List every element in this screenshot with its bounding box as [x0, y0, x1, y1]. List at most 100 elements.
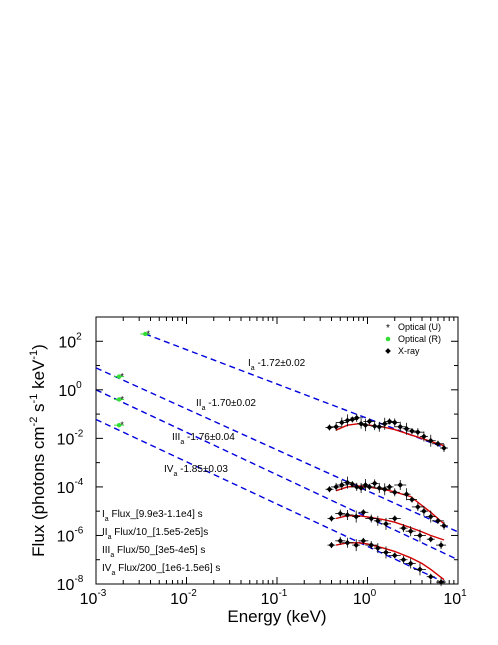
axes: 10-3 10-2 10-1 100 101 10-8 10-6 10-4 10-2 100 102… — [28, 316, 467, 626]
optical-u-point: * — [146, 329, 150, 339]
xray-point — [368, 542, 375, 548]
xray-point — [362, 482, 369, 488]
xray-point — [358, 420, 364, 427]
legend-label: Optical (R) — [398, 334, 441, 344]
series-iii: * — [95, 389, 459, 561]
legend-marker-diamond — [385, 348, 391, 354]
xray-point — [326, 486, 333, 493]
xray-point — [435, 518, 441, 524]
xray-point — [328, 515, 335, 522]
xray-point — [344, 417, 351, 424]
x-tick-label: 101 — [443, 588, 467, 608]
optical-u-point: * — [120, 420, 124, 430]
annotations: Ia -1.72±0.02 IIa -1.70±0.02 IIIa -1.76±0.… — [102, 358, 306, 577]
xray-point — [353, 513, 360, 520]
xray-point — [391, 552, 398, 559]
flux-annotation: Ia Flux_[9.9e3-1.1e4] s — [102, 509, 203, 523]
series-i: * — [140, 329, 448, 453]
xray-point — [386, 484, 393, 490]
xray-point — [360, 538, 367, 544]
optical-r-point — [116, 374, 122, 379]
xray-point — [376, 485, 383, 491]
xray-point — [391, 515, 398, 522]
xray-point — [337, 510, 344, 517]
xray-point — [403, 425, 410, 432]
xray-point — [435, 440, 441, 447]
legend-marker-star: * — [386, 323, 390, 334]
xray-point — [344, 539, 351, 546]
model-curve — [335, 422, 445, 447]
xray-point — [400, 525, 407, 531]
xray-point — [441, 522, 447, 529]
optical-r-point — [116, 422, 122, 428]
xray-point — [337, 538, 344, 544]
xray-point — [427, 536, 434, 543]
optical-r-point — [143, 331, 148, 337]
model-curve — [335, 515, 445, 541]
xray-point — [397, 482, 404, 488]
xray-point — [338, 482, 345, 488]
y-tick-label: 100 — [58, 380, 82, 400]
series-ii: * — [95, 367, 459, 533]
y-tick-label: 10-4 — [57, 477, 84, 497]
flux-annotation: IVa Flux/200_[1e6-1.5e6] s — [102, 563, 220, 577]
index-label-iii: IIIa -1.76±0.04 — [172, 432, 235, 446]
xray-point — [421, 433, 427, 440]
xray-point — [381, 486, 388, 493]
legend-marker-circle — [385, 336, 391, 342]
xray-point — [383, 549, 389, 556]
xray-point — [397, 423, 404, 430]
xray-point — [362, 422, 369, 428]
optical-u-point: * — [120, 394, 124, 404]
xray-point — [326, 424, 333, 431]
xray-point — [438, 542, 444, 548]
legend-label: Optical (U) — [398, 322, 441, 332]
xray-point — [366, 484, 373, 490]
optical-r-point — [116, 397, 122, 402]
series-iv: * — [95, 418, 447, 587]
y-tick-label: 102 — [58, 331, 82, 351]
index-label-ii: IIa -1.70±0.02 — [196, 398, 256, 412]
xray-point — [417, 532, 423, 539]
xray-point — [427, 437, 434, 444]
xray-point — [368, 515, 375, 522]
xray-point — [383, 521, 389, 527]
x-tick-label: 10-2 — [170, 588, 197, 608]
y-tick-label: 10-8 — [57, 574, 84, 594]
xray-point — [366, 418, 373, 425]
xray-point — [417, 566, 423, 573]
xray-point — [391, 489, 398, 496]
fit-line — [144, 333, 445, 449]
flux-annotation: IIIa Flux/50_[3e5-4e5] s — [102, 545, 205, 559]
xray-point — [353, 542, 360, 548]
fit-line — [95, 418, 445, 583]
xray-point — [427, 573, 434, 580]
xray-point — [441, 445, 447, 451]
y-tick-label: 10-6 — [57, 525, 84, 545]
xray-point — [407, 560, 414, 567]
xray-point — [421, 508, 427, 515]
fit-line — [95, 367, 459, 533]
xray-point — [409, 496, 415, 503]
model-curve — [335, 542, 445, 581]
xray-point — [328, 542, 335, 548]
xray-point — [415, 429, 421, 435]
x-tick-label: 10-3 — [80, 588, 107, 608]
fit-line — [95, 389, 459, 561]
xray-point — [374, 545, 381, 551]
xray-point — [353, 415, 360, 421]
xray-point — [403, 491, 410, 498]
y-tick-label: 10-2 — [57, 428, 84, 448]
legend: * Optical (U) Optical (R) X-ray — [385, 322, 441, 356]
xray-point — [338, 419, 345, 426]
xray-point — [438, 579, 444, 585]
xray-point — [344, 512, 351, 518]
index-label-i: Ia -1.72±0.02 — [248, 358, 306, 372]
model-curve — [335, 485, 445, 525]
x-tick-label: 10-1 — [261, 588, 288, 608]
xray-point — [381, 420, 388, 427]
xray-point — [427, 513, 434, 520]
xray-point — [407, 528, 414, 535]
xray-point — [333, 423, 339, 430]
